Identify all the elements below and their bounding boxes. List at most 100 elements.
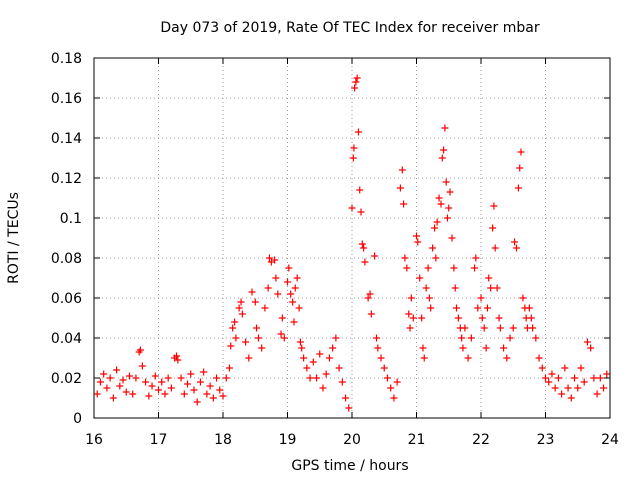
data-point	[433, 218, 441, 226]
data-point	[503, 354, 511, 362]
data-point	[96, 378, 104, 386]
data-point	[564, 384, 572, 392]
data-point	[352, 78, 360, 86]
data-point	[420, 354, 428, 362]
y-tick-label: 0.06	[51, 291, 82, 307]
y-tick-label: 0.1	[60, 211, 82, 227]
data-point	[265, 254, 273, 262]
y-tick-labels: 0 0.02 0.04 0.06 0.08 0.1 0.12 0.14 0.16 0.18	[51, 51, 82, 427]
data-point	[306, 374, 314, 382]
data-point	[459, 344, 467, 352]
data-point	[548, 370, 556, 378]
data-point	[437, 200, 445, 208]
data-point	[517, 148, 525, 156]
data-point	[242, 338, 250, 346]
data-point	[291, 284, 299, 292]
data-point	[374, 344, 382, 352]
x-tick-label: 19	[279, 432, 297, 448]
data-point	[235, 304, 243, 312]
data-point	[574, 384, 582, 392]
data-point	[407, 294, 415, 302]
data-point	[438, 154, 446, 162]
data-point	[231, 318, 239, 326]
data-point	[422, 284, 430, 292]
data-point	[358, 240, 366, 248]
data-point	[245, 354, 253, 362]
y-axis-label: ROTI / TECUs	[6, 192, 22, 284]
data-point	[103, 384, 111, 392]
data-point	[113, 366, 121, 374]
data-point	[435, 194, 443, 202]
data-point	[525, 304, 533, 312]
data-point	[203, 390, 211, 398]
data-point	[587, 344, 595, 352]
data-point	[600, 384, 608, 392]
data-point	[558, 390, 566, 398]
x-tick-labels: 16 17 18 19 20 21 22 23 24	[85, 432, 619, 448]
data-point	[345, 404, 353, 412]
data-point	[396, 184, 404, 192]
data-point	[431, 224, 439, 232]
data-point	[138, 362, 146, 370]
data-point	[390, 394, 398, 402]
data-point	[251, 298, 259, 306]
x-tick-label: 20	[343, 432, 361, 448]
data-point	[478, 314, 486, 322]
data-point	[349, 154, 357, 162]
data-point	[119, 376, 127, 384]
y-tick-label: 0.08	[51, 251, 82, 267]
data-point	[401, 254, 409, 262]
data-point	[519, 294, 527, 302]
data-point	[342, 394, 350, 402]
data-point	[387, 384, 395, 392]
x-tick-label: 18	[214, 432, 232, 448]
data-point	[155, 386, 162, 394]
data-point	[322, 370, 330, 378]
data-point	[296, 338, 304, 346]
data-point	[216, 386, 224, 394]
data-point	[361, 258, 369, 266]
data-point	[309, 358, 317, 366]
data-point	[398, 166, 406, 174]
data-point	[298, 344, 306, 352]
data-point	[474, 304, 482, 312]
data-point	[377, 354, 385, 362]
data-point	[264, 284, 272, 292]
data-point	[471, 264, 479, 272]
data-point	[373, 334, 381, 342]
data-point	[413, 232, 420, 240]
data-point	[184, 380, 192, 388]
data-point	[458, 334, 466, 342]
data-point	[427, 304, 435, 312]
data-point	[180, 390, 188, 398]
data-point	[454, 314, 462, 322]
data-point	[285, 264, 293, 272]
data-point	[452, 304, 460, 312]
data-point	[145, 392, 153, 400]
data-point	[329, 344, 337, 352]
data-point	[332, 334, 340, 342]
y-tick-label: 0.04	[51, 331, 82, 347]
data-point	[335, 364, 343, 372]
data-point	[125, 372, 133, 380]
data-point	[393, 378, 401, 386]
data-point	[93, 390, 101, 398]
data-point	[603, 370, 611, 378]
data-point	[272, 274, 280, 282]
data-point	[561, 364, 569, 372]
data-point	[209, 394, 217, 402]
data-point	[464, 354, 472, 362]
data-point	[351, 84, 359, 92]
data-point	[353, 74, 361, 82]
data-point	[485, 274, 493, 282]
data-point	[280, 334, 288, 342]
data-point	[424, 264, 432, 272]
data-point	[451, 284, 459, 292]
data-point	[583, 338, 591, 346]
data-point	[167, 384, 175, 392]
data-point	[405, 310, 413, 318]
data-point	[277, 330, 285, 338]
data-point	[414, 238, 422, 246]
data-point	[232, 334, 240, 342]
